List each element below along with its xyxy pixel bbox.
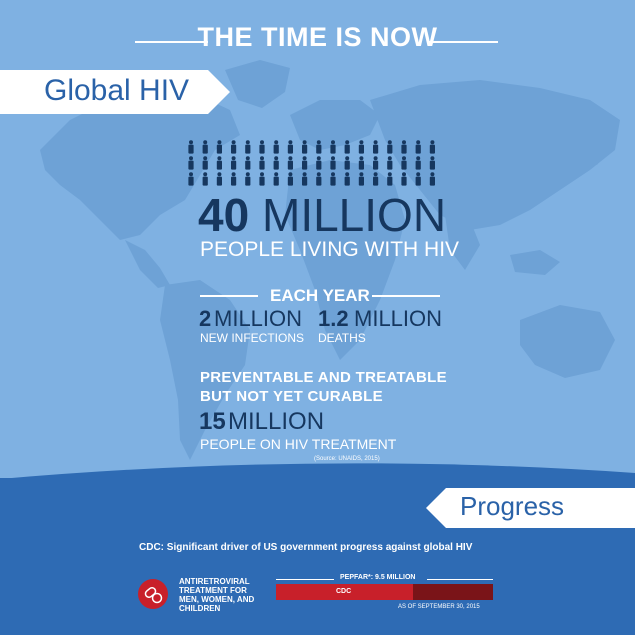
living-unit: MILLION xyxy=(262,189,447,241)
person-icon xyxy=(302,172,308,186)
source-note: (Source: UNAIDS, 2015) xyxy=(314,456,380,462)
cdc-driver-text: CDC: Significant driver of US government… xyxy=(139,542,473,553)
person-icon xyxy=(387,156,393,170)
person-icon xyxy=(188,156,194,170)
deaths-caption: DEATHS xyxy=(318,331,366,345)
person-icon xyxy=(202,156,208,170)
treatment-label-line1: ANTIRETROVIRAL xyxy=(179,577,250,586)
person-icon xyxy=(344,156,350,170)
header-rule-right xyxy=(428,41,498,43)
person-icon xyxy=(259,140,265,154)
treatment-number: 15 xyxy=(199,408,226,435)
person-icon xyxy=(316,156,322,170)
person-icon xyxy=(401,156,407,170)
header-rule-left xyxy=(135,41,208,43)
person-icon xyxy=(344,140,350,154)
global-hiv-label: Global HIV xyxy=(44,74,190,107)
person-icon xyxy=(373,156,379,170)
person-icon xyxy=(316,140,322,154)
person-icon xyxy=(387,140,393,154)
as-of-date: AS OF SEPTEMBER 30, 2015 xyxy=(398,604,480,610)
person-icon xyxy=(429,140,435,154)
each-year-heading: EACH YEAR xyxy=(270,286,370,305)
person-icon xyxy=(358,172,364,186)
person-icon xyxy=(330,172,336,186)
living-number: 40 xyxy=(198,189,250,241)
treatable-line1: PREVENTABLE AND TREATABLE xyxy=(200,369,447,386)
person-icon xyxy=(245,156,251,170)
deaths-unit: MILLION xyxy=(354,306,443,331)
person-icon xyxy=(429,172,435,186)
each-year-rule-left xyxy=(200,295,258,297)
infections-number: 2 xyxy=(199,306,212,331)
person-icon xyxy=(401,172,407,186)
person-icon xyxy=(231,172,237,186)
infections-unit: MILLION xyxy=(214,306,303,331)
treatment-label-line3: MEN, WOMEN, AND xyxy=(179,595,255,604)
person-icon xyxy=(401,140,407,154)
person-icon xyxy=(302,140,308,154)
living-caption: PEOPLE LIVING WITH HIV xyxy=(200,238,460,261)
page-title: THE TIME IS NOW xyxy=(197,22,438,52)
pepfar-label: PEPFAR*: 9.5 MILLION xyxy=(340,574,416,581)
person-icon xyxy=(415,172,421,186)
progress-label: Progress xyxy=(460,491,565,521)
pepfar-bar-track: CDC xyxy=(276,584,493,600)
person-icon xyxy=(188,140,194,154)
person-icon xyxy=(373,140,379,154)
global-hiv-banner xyxy=(0,70,230,114)
person-icon xyxy=(188,172,194,186)
person-icon xyxy=(259,172,265,186)
person-icon xyxy=(415,140,421,154)
treatment-label-line2: TREATMENT FOR xyxy=(179,586,247,595)
person-icon xyxy=(273,156,279,170)
person-icon xyxy=(273,172,279,186)
panel-wave-decoration xyxy=(0,463,635,495)
person-icon xyxy=(202,140,208,154)
infections-caption: NEW INFECTIONS xyxy=(200,331,304,345)
person-icon xyxy=(387,172,393,186)
person-icon xyxy=(344,172,350,186)
pill-capsule-icon xyxy=(138,579,168,609)
person-icon xyxy=(231,140,237,154)
person-icon xyxy=(216,172,222,186)
person-icon xyxy=(216,156,222,170)
each-year-rule-right xyxy=(372,295,440,297)
treatable-line2: BUT NOT YET CURABLE xyxy=(200,388,383,405)
treatment-unit: MILLION xyxy=(228,408,325,435)
deaths-number: 1.2 xyxy=(318,306,349,331)
treatment-label-line4: CHILDREN xyxy=(179,604,221,613)
person-icon xyxy=(287,156,293,170)
people-icons-grid xyxy=(188,140,435,186)
treatment-caption: PEOPLE ON HIV TREATMENT xyxy=(200,436,397,452)
person-icon xyxy=(415,156,421,170)
person-icon xyxy=(373,172,379,186)
person-icon xyxy=(358,156,364,170)
cdc-bar-label: CDC xyxy=(336,588,352,595)
person-icon xyxy=(245,140,251,154)
person-icon xyxy=(358,140,364,154)
person-icon xyxy=(330,140,336,154)
pepfar-rule-left xyxy=(276,579,334,580)
person-icon xyxy=(330,156,336,170)
progress-banner xyxy=(426,488,635,528)
person-icon xyxy=(202,172,208,186)
person-icon xyxy=(216,140,222,154)
person-icon xyxy=(429,156,435,170)
person-icon xyxy=(287,140,293,154)
person-icon xyxy=(231,156,237,170)
person-icon xyxy=(302,156,308,170)
person-icon xyxy=(316,172,322,186)
pepfar-rule-right xyxy=(427,579,493,580)
person-icon xyxy=(259,156,265,170)
person-icon xyxy=(245,172,251,186)
cdc-bar-fill xyxy=(276,584,413,600)
person-icon xyxy=(273,140,279,154)
person-icon xyxy=(287,172,293,186)
